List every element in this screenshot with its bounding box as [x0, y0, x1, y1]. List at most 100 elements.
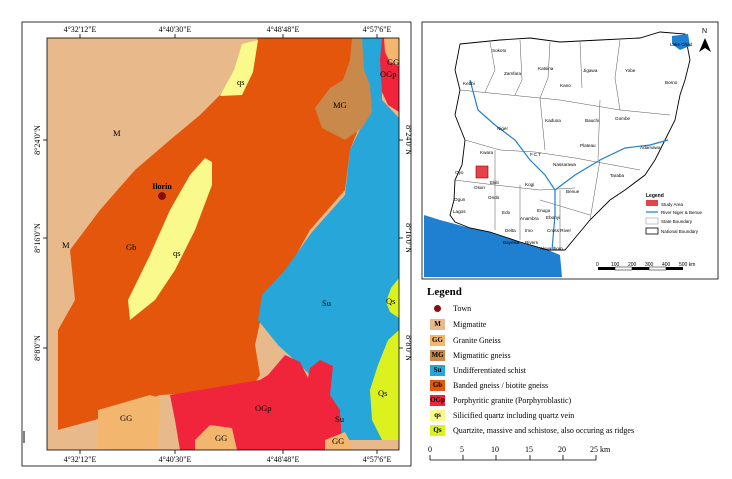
inset-state-yobe: Yobe [625, 68, 636, 73]
inset-state-zamfara: Zamfara [504, 71, 522, 76]
inset-state-delta: Delta [505, 228, 516, 233]
inset-ocean [424, 215, 562, 277]
inset-state-anambra: Anambra [520, 216, 539, 221]
main-scale-bar [429, 455, 597, 461]
legend-label-granite-gneiss: Granite Gneiss [453, 335, 501, 345]
legend-label-town: Town [453, 303, 472, 313]
scale-25: 25 km [590, 445, 611, 454]
legend-label-migmatite: Migmatite [453, 319, 487, 329]
inset-state-sokoto: Sokoto [492, 48, 507, 53]
legend-label-schist: Undifferentiated schist [453, 365, 526, 375]
legend-item-migmatite: M Migmatite [430, 318, 486, 330]
inset-scale-300: 300 [645, 262, 654, 268]
inset-state-osun: Osun [474, 185, 485, 190]
right-coord-3: 8°8'0"N [404, 335, 413, 361]
inset-scale-labels: 0 100 200 300 400 500 km [596, 262, 695, 268]
inset-state-ogun: Ogun [454, 197, 466, 202]
town-dot-icon [434, 304, 441, 312]
scale-0: 0 [428, 445, 432, 454]
inset-scale-bar [598, 266, 683, 271]
scale-15: 15 [525, 445, 533, 454]
inset-legend-study: Study Area [661, 202, 684, 207]
inset-state-kogi: Kogi [525, 182, 534, 187]
label-ogp-bottom: OGp [255, 403, 272, 413]
inset-state-labels: Sokoto Zamfara Katsina Kano Jigawa Yobe … [453, 42, 693, 251]
bottom-coord-1: 4°32'12"E [64, 455, 97, 464]
legend-label-porphyritic-granite: Porphyritic granite (Porphyroblastic) [453, 395, 572, 405]
inset-state-lagos: Lagos [453, 209, 466, 214]
coordinate-ticks [43, 34, 403, 454]
bottom-coord-3: 4°48'48"E [267, 455, 300, 464]
inset-state-benue: Benue [566, 189, 580, 194]
label-gg-bm: GG [215, 433, 227, 443]
right-coord-1: 8°24'0"N [404, 125, 413, 155]
inner-map-border [46, 37, 400, 451]
swatch-quartzite: Qs [430, 424, 445, 436]
inset-legend-labels: Study Area River Niger & Benue State Bou… [661, 202, 703, 234]
unit-granite-gneiss-bm [195, 425, 237, 450]
inset-legend-swatch-national [645, 227, 659, 235]
legend-label-silicified-quartz: Silicified quartz including quartz vein [453, 410, 575, 420]
inset-state-kano: Kano [560, 83, 571, 88]
inset-state-gombe: Gombe [615, 116, 631, 121]
label-ogp-top: OGp [380, 69, 397, 79]
swatch-migmatite: M [430, 318, 445, 330]
scale-20: 20 [558, 445, 566, 454]
label-su2: Su [335, 414, 345, 424]
label-gg-top: GG [387, 57, 399, 67]
north-label: N [702, 28, 707, 35]
legend-item-banded-gneiss: Gb Banded gneiss / biotite gneiss [430, 379, 548, 391]
north-arrow-icon [699, 38, 711, 52]
swatch-migmatitic-gneiss: MG [430, 349, 445, 361]
top-coord-3: 4°48'48"E [267, 25, 300, 34]
unit-quartzite-a [386, 278, 399, 318]
left-coord-3: 8°8'0"N [33, 335, 42, 361]
inset-state-ebonyi: Ebonyi [546, 215, 560, 220]
inset-state-enugu: Enugu [537, 208, 551, 213]
inset-state-kaduna: Kaduna [545, 118, 561, 123]
label-su1: Su [322, 298, 332, 308]
unit-schist [258, 38, 399, 440]
inset-state-niger: Niger [497, 126, 508, 131]
swatch-schist: Su [430, 364, 445, 376]
inset-state-imo: Imo [525, 228, 533, 233]
inset-state-edo: Edo [502, 210, 511, 215]
inset-state-katsina: Katsina [538, 66, 554, 71]
main-scale-labels: 0 5 10 15 20 25 km [428, 445, 611, 454]
legend-item-migmatitic-gneiss: MG Migmatitic gneiss [430, 349, 511, 361]
unit-migmatite-bl [58, 420, 98, 450]
label-qs1: qs [237, 77, 245, 87]
legend-item-town: Town [430, 302, 471, 314]
unit-schist-bottom [330, 395, 360, 440]
label-gg-bl: GG [120, 413, 132, 423]
label-mg: MG [333, 100, 347, 110]
inset-state-adamawa: Adamawa [640, 145, 661, 150]
swatch-banded-gneiss: Gb [430, 379, 445, 391]
legend-label-quartzite: Quartzite, massive and schistose, also o… [453, 425, 635, 435]
inset-state-bayelsa: Bayelsa [503, 240, 520, 245]
geology-units [47, 38, 399, 450]
inset-state-kwara: Kwara [480, 150, 493, 155]
legend-item-granite-gneiss: GG Granite Gneiss [430, 334, 501, 346]
bottom-coord-4: 4°57'6"E [363, 455, 392, 464]
right-coord-2: 8°16'0"N [404, 223, 413, 253]
inset-scale-500: 500 km [679, 262, 695, 268]
bottom-coord-2: 4°40'30"E [159, 455, 192, 464]
inset-study-area [475, 165, 489, 179]
inset-national-boundary [449, 31, 691, 251]
unit-silicified-quartz-a [220, 40, 258, 96]
inset-state-plateau: Plateau [580, 143, 596, 148]
inset-legend-river: River Niger & Benue [661, 210, 703, 215]
label-gg-br: GG [332, 436, 344, 446]
left-coord-1: 8°24'0"N [33, 125, 42, 155]
scale-10: 10 [491, 445, 499, 454]
inset-state-fct: F.C.T [530, 152, 541, 157]
top-coord-2: 4°40'30"E [159, 25, 192, 34]
inset-legend-title: Legend [646, 193, 664, 199]
top-coord-4: 4°57'6"E [363, 25, 392, 34]
inset-river-benue [554, 139, 669, 191]
unit-granite-gneiss-br [325, 432, 352, 450]
inset-river-niger [469, 79, 556, 251]
inset-lake-chad [672, 34, 690, 50]
